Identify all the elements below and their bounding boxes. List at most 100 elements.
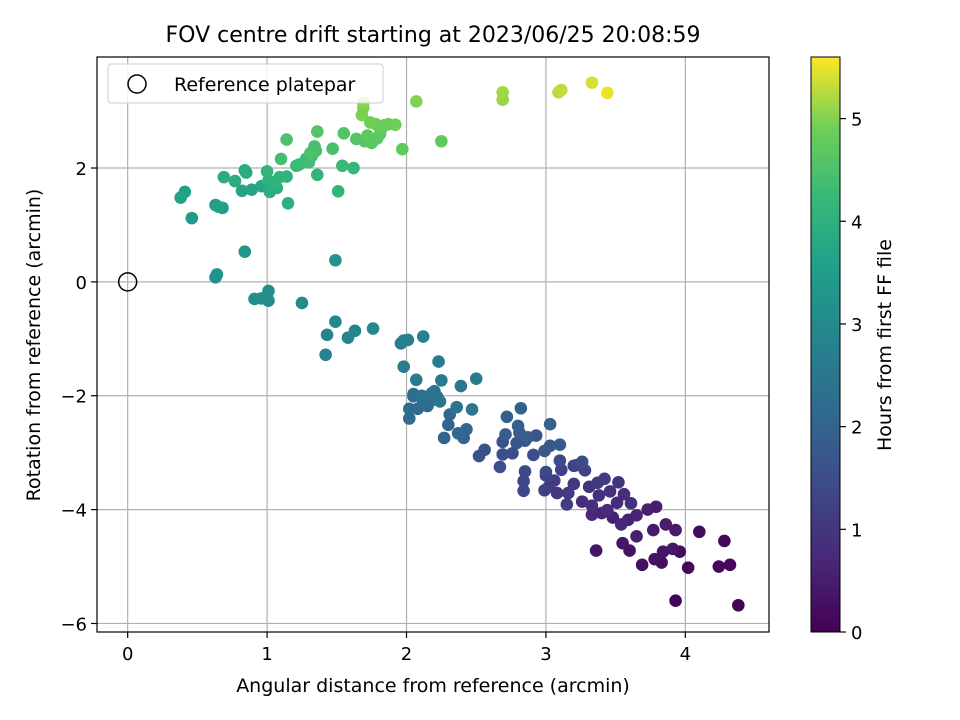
y-axis-ticks: −6 −4 −2 0 2 (60, 159, 97, 635)
data-point (472, 449, 486, 463)
data-point (260, 165, 274, 178)
data-point (496, 448, 510, 461)
chart-title: FOV centre drift starting at 2023/06/25 … (166, 23, 701, 48)
data-point (598, 472, 611, 486)
data-point (641, 503, 655, 516)
data-point (337, 126, 351, 140)
x-tick-label: 1 (261, 644, 272, 665)
data-point (575, 495, 589, 508)
data-point (585, 508, 599, 522)
data-point (561, 486, 575, 500)
data-point (465, 403, 479, 416)
data-point (585, 499, 599, 512)
data-point (610, 496, 624, 510)
data-point (646, 523, 660, 537)
colorbar-tick-label: 1 (851, 520, 862, 541)
data-point (238, 163, 252, 177)
data-point (732, 598, 745, 612)
x-tick-label: 0 (122, 644, 133, 665)
data-point (319, 348, 332, 362)
data-point (589, 544, 603, 557)
plot-frame (96, 56, 770, 633)
data-point (238, 245, 252, 259)
data-point (635, 558, 649, 572)
data-point (320, 328, 334, 342)
data-point (692, 525, 706, 539)
colorbar-tick-label: 0 (851, 623, 862, 644)
data-point (560, 498, 574, 511)
data-point (496, 85, 510, 99)
data-point (600, 86, 614, 100)
data-point (432, 355, 445, 368)
data-point (435, 374, 448, 387)
y-axis-label: Rotation from reference (arcmin) (23, 189, 45, 502)
data-point (543, 417, 557, 431)
colorbar: 0 1 2 3 4 5 Hours from first FF file (810, 56, 896, 644)
data-point (416, 330, 430, 343)
legend-label-reference-platepar: Reference platepar (174, 74, 356, 96)
data-point (669, 523, 682, 537)
data-point (366, 322, 380, 335)
colorbar-tick-label: 5 (851, 110, 862, 131)
data-point (336, 159, 349, 173)
data-point (217, 170, 231, 184)
data-point (329, 253, 342, 267)
data-point (348, 324, 362, 338)
data-point (648, 552, 661, 566)
data-point (331, 185, 345, 198)
data-point (409, 95, 423, 108)
data-point (712, 560, 726, 573)
data-point (235, 184, 249, 198)
data-point (361, 129, 374, 142)
data-point (527, 448, 540, 462)
data-point (245, 183, 259, 196)
data-point (435, 134, 448, 148)
data-point (262, 284, 275, 298)
data-point (402, 402, 416, 416)
data-point (401, 333, 415, 347)
data-point (397, 360, 411, 374)
data-point (592, 489, 606, 502)
x-axis-ticks: 0 1 2 3 4 (122, 632, 691, 665)
data-point (518, 465, 532, 478)
data-point (500, 410, 514, 424)
data-point (409, 373, 423, 387)
data-point (442, 418, 455, 432)
data-point (553, 438, 567, 451)
data-point (499, 428, 512, 441)
data-point (304, 146, 317, 160)
data-point (616, 536, 629, 550)
colorbar-tick-label: 4 (851, 212, 862, 233)
data-point (211, 200, 225, 214)
colorbar-label: Hours from first FF file (874, 239, 896, 451)
data-point (415, 389, 429, 403)
data-point (624, 497, 638, 510)
data-points (174, 76, 745, 612)
data-point (603, 485, 617, 498)
data-point (280, 170, 293, 183)
data-point (228, 174, 242, 188)
data-point (543, 439, 557, 453)
colorbar-ticks: 0 1 2 3 4 5 (840, 110, 862, 644)
data-point (517, 484, 530, 498)
data-point (451, 427, 465, 440)
y-tick-label: 0 (76, 273, 87, 294)
data-point (295, 296, 309, 310)
x-tick-label: 3 (540, 644, 551, 665)
data-point (630, 530, 643, 543)
y-tick-label: −2 (60, 387, 87, 408)
x-axis-label: Angular distance from reference (arcmin) (236, 675, 630, 697)
data-point (454, 379, 468, 393)
data-point (396, 142, 409, 156)
y-tick-label: −6 (60, 614, 87, 635)
data-point (185, 211, 199, 225)
data-point (554, 83, 568, 97)
data-point (723, 558, 737, 572)
data-point (600, 503, 614, 517)
data-point (514, 401, 528, 415)
data-point (433, 395, 447, 408)
data-point (614, 518, 628, 531)
data-point (539, 465, 553, 479)
data-point (363, 116, 377, 129)
